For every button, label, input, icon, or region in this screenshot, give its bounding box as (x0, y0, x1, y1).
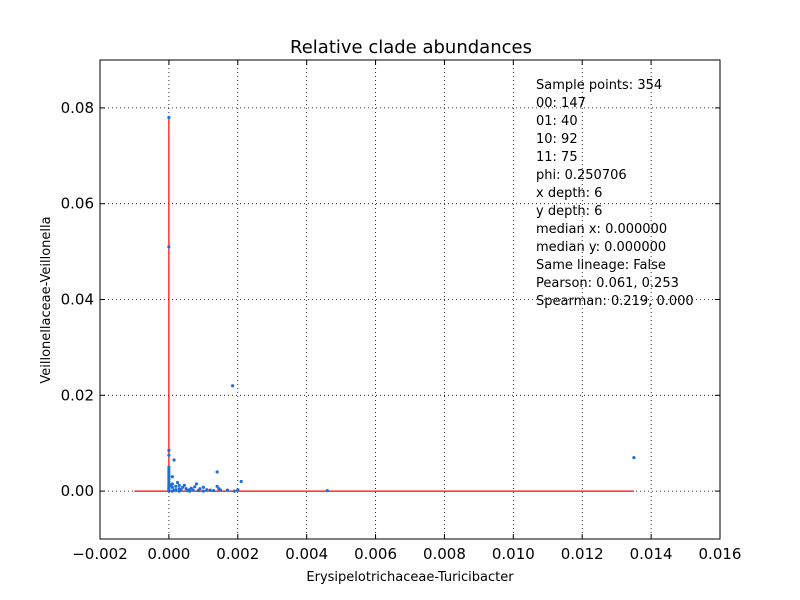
axes-ticks: −0.002 0.000 0.002 0.004 0.006 0.008 0.010 0.01… (61, 60, 742, 563)
data-point (225, 488, 230, 492)
data-point (205, 488, 209, 492)
data-point (167, 448, 171, 452)
stat-spearman: Spearman: 0.219, 0.000 (536, 294, 694, 309)
stat-00: 00: 147 (536, 96, 586, 111)
data-point (167, 483, 171, 487)
data-point (236, 488, 240, 492)
stat-phi: phi: 0.250706 (536, 168, 627, 183)
data-point (167, 115, 171, 120)
data-point (182, 483, 186, 487)
x-tick-label: 0.002 (216, 545, 259, 563)
stat-11: 11: 75 (536, 150, 578, 165)
data-point (239, 479, 243, 484)
x-tick-label: 0.016 (699, 545, 742, 563)
data-point (189, 486, 193, 490)
data-point (215, 470, 219, 474)
y-tick-label: 0.04 (61, 291, 94, 309)
data-point (170, 489, 174, 493)
data-point (177, 483, 181, 487)
x-tick-label: 0.000 (147, 545, 190, 563)
y-tick-label: 0.00 (61, 482, 94, 500)
data-point (194, 482, 199, 486)
data-point (215, 484, 219, 488)
data-point (167, 479, 171, 484)
x-tick-label: 0.006 (354, 545, 397, 563)
data-point (187, 489, 192, 493)
x-tick-label: −0.002 (72, 545, 128, 563)
data-point (325, 489, 329, 493)
data-point (218, 488, 223, 492)
x-tick-label: 0.008 (423, 545, 466, 563)
stat-pearson: Pearson: 0.061, 0.253 (536, 276, 679, 291)
data-point (167, 477, 171, 481)
data-point (167, 486, 171, 490)
data-point (167, 465, 171, 469)
stat-y-depth: y depth: 6 (536, 204, 603, 219)
stat-same-lineage: Same lineage: False (536, 258, 666, 273)
stat-x-depth: x depth: 6 (536, 186, 603, 201)
data-point (632, 455, 636, 460)
data-point (175, 480, 180, 485)
stat-sample-points: Sample points: 354 (536, 78, 663, 93)
data-point (196, 489, 200, 493)
data-point (212, 489, 216, 493)
data-point (201, 485, 205, 489)
data-point (208, 488, 212, 492)
stat-median-y: median y: 0.000000 (536, 240, 667, 255)
data-point (167, 472, 171, 476)
y-axis-label: Veillonellaceae-Veillonella (39, 216, 54, 383)
data-point (167, 245, 171, 249)
series (134, 115, 636, 493)
x-axis-label: Erysipelotrichaceae-Turicibacter (306, 570, 514, 585)
stat-01: 01: 40 (536, 114, 578, 129)
stat-median-x: median x: 0.000000 (536, 222, 668, 237)
chart-title: Relative clade abundances (290, 37, 532, 58)
y-tick-label: 0.02 (61, 386, 94, 404)
stats-annotation: Sample points: 354 00: 147 01: 40 10: 92… (536, 77, 694, 311)
data-point (167, 475, 171, 479)
stat-10: 10: 92 (536, 132, 578, 147)
x-tick-label: 0.010 (492, 545, 535, 563)
data-point (193, 485, 197, 489)
x-tick-label: 0.014 (630, 545, 673, 563)
x-tick-label: 0.012 (561, 545, 604, 563)
data-point (232, 489, 236, 493)
x-tick-label: 0.004 (285, 545, 328, 563)
data-point (167, 467, 171, 472)
y-tick-label: 0.08 (61, 99, 94, 117)
data-point (172, 458, 176, 462)
data-point (201, 489, 205, 493)
data-point (174, 484, 178, 488)
data-point (177, 489, 181, 493)
data-point (170, 475, 174, 479)
data-point (231, 384, 235, 388)
data-point (167, 453, 171, 457)
y-tick-label: 0.06 (61, 195, 94, 213)
data-point (167, 470, 171, 474)
